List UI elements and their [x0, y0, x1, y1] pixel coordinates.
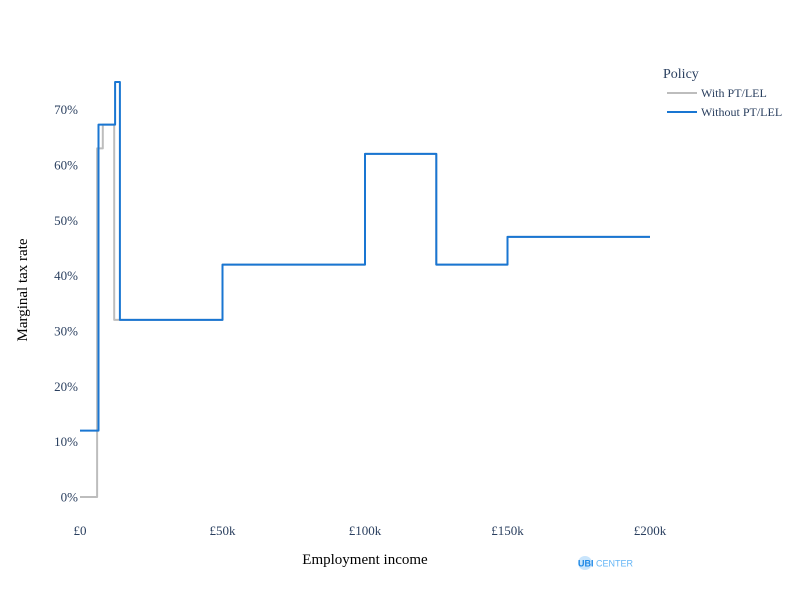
y-axis-ticks: 0% 10% 20% 30% 40% 50% 60% 70%	[54, 102, 78, 504]
plot-area	[80, 81, 650, 498]
x-tick-label: £100k	[349, 523, 382, 538]
x-axis-title: Employment income	[302, 552, 428, 568]
logo-ubi-text: UBI	[578, 559, 594, 569]
logo-center-text: CENTER	[596, 559, 634, 569]
y-tick-label: 40%	[54, 268, 78, 283]
x-tick-label: £200k	[634, 523, 667, 538]
y-tick-label: 50%	[54, 213, 78, 228]
legend: Policy With PT/LEL Without PT/LEL	[663, 67, 782, 119]
y-tick-label: 30%	[54, 324, 78, 339]
x-tick-label: £0	[74, 523, 87, 538]
ubi-center-logo: UBI CENTER	[578, 556, 634, 570]
y-axis-title: Marginal tax rate	[15, 238, 31, 341]
y-tick-label: 60%	[54, 158, 78, 173]
x-tick-label: £150k	[491, 523, 524, 538]
y-tick-label: 0%	[61, 490, 79, 505]
y-tick-label: 10%	[54, 434, 78, 449]
logo-circle-icon	[578, 556, 592, 570]
legend-item-without-pt-lel[interactable]: Without PT/LEL	[701, 105, 782, 119]
legend-title: Policy	[663, 67, 699, 82]
series-line-without-pt-lel	[80, 81, 650, 432]
y-tick-label: 70%	[54, 102, 78, 117]
legend-item-with-pt-lel[interactable]: With PT/LEL	[701, 86, 767, 100]
x-tick-label: £50k	[210, 523, 237, 538]
y-tick-label: 20%	[54, 379, 78, 394]
x-axis-ticks: £0 £50k £100k £150k £200k	[74, 523, 667, 538]
